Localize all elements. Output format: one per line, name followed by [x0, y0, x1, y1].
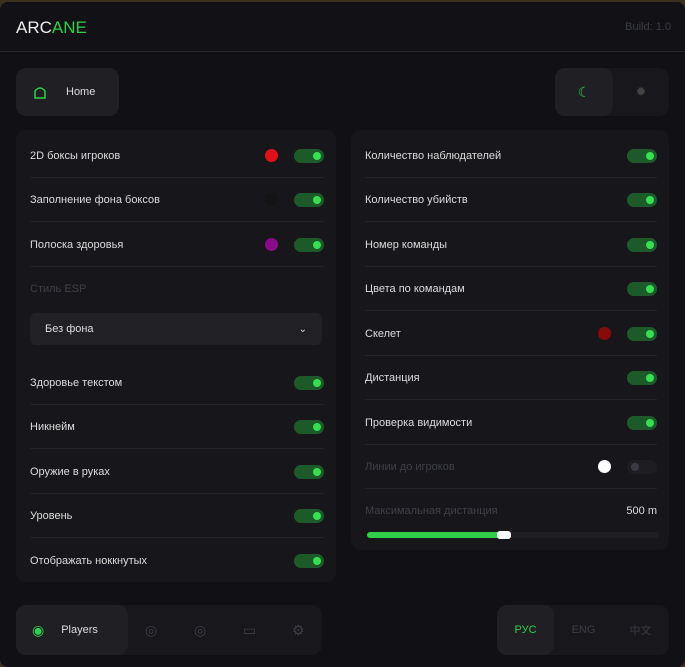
color-picker[interactable]: [265, 149, 278, 162]
setting-row: Никнейм: [30, 405, 324, 449]
max-distance-label: Максимальная дистанция: [365, 505, 498, 517]
setting-row: Линии до игроков: [365, 445, 657, 489]
setting-row: Количество наблюдателей: [365, 134, 657, 178]
setting-row: Количество убийств: [365, 178, 657, 222]
toggle[interactable]: [627, 237, 657, 252]
setting-label: Уровень: [30, 509, 73, 522]
build-version: Build: 1.0: [625, 21, 671, 33]
right-settings-panel: Количество наблюдателей Количество убийс…: [351, 130, 669, 550]
players-tab[interactable]: ◉ Players: [16, 605, 128, 655]
toggle[interactable]: [294, 192, 324, 207]
gear-icon[interactable]: ⚙: [292, 622, 305, 638]
target-eye-icon: ◉: [32, 621, 45, 638]
esp-style-label: Стиль ESP: [30, 283, 87, 295]
lang-zh[interactable]: 中文: [629, 625, 652, 637]
lang-rus[interactable]: РУС: [497, 605, 554, 655]
left-settings-panel: 2D боксы игроков Заполнение фона боксов …: [16, 130, 336, 582]
setting-row: Здоровье текстом: [30, 361, 324, 405]
setting-label: Скелет: [365, 327, 401, 340]
setting-label: Дистанция: [365, 371, 420, 384]
setting-label: Номер команды: [365, 238, 448, 251]
setting-row: 2D боксы игроков: [30, 134, 324, 178]
esp-style-dropdown[interactable]: Без фона ⌄: [30, 313, 322, 345]
setting-row: Цвета по командам: [365, 267, 657, 311]
max-distance-row: Максимальная дистанция 500 m: [365, 489, 657, 533]
toggle[interactable]: [627, 192, 657, 207]
chevron-down-icon: ⌄: [298, 323, 307, 335]
home-icon: [34, 86, 46, 99]
toggle[interactable]: [627, 415, 657, 430]
logo-text-a: ARC: [16, 18, 52, 37]
toggle[interactable]: [294, 508, 324, 523]
logo-text-b: ANE: [51, 18, 87, 37]
setting-label: Линии до игроков: [365, 460, 455, 473]
sun-icon: ✹: [635, 84, 647, 99]
bottom-nav: ◉ Players ◎ ◎ ▭ ⚙: [16, 605, 322, 655]
slider-handle[interactable]: [497, 531, 512, 539]
setting-row: Оружие в руках: [30, 450, 324, 494]
setting-label: Количество наблюдателей: [365, 149, 502, 162]
setting-row: Скелет: [365, 312, 657, 356]
color-picker[interactable]: [598, 460, 611, 473]
setting-label: Оружие в руках: [30, 465, 110, 478]
radar-tab-icon[interactable]: ◎: [194, 622, 207, 638]
setting-row: Уровень: [30, 494, 324, 538]
setting-label: 2D боксы игроков: [30, 149, 121, 162]
setting-label: Отображать ноккнутых: [30, 555, 148, 567]
setting-label: Цвета по командам: [365, 282, 465, 295]
slider-fill: [367, 532, 505, 538]
toggle[interactable]: [294, 464, 324, 479]
setting-row: Отображать ноккнутых: [30, 539, 324, 583]
toggle[interactable]: [294, 554, 324, 568]
setting-label: Количество убийств: [365, 193, 468, 206]
toggle[interactable]: [627, 148, 657, 163]
color-picker[interactable]: [598, 327, 611, 340]
theme-switcher: ☾ ✹: [555, 68, 669, 116]
max-distance-value: 500 m: [626, 505, 657, 517]
visuals-tab-icon[interactable]: ◎: [145, 622, 158, 638]
players-label: Players: [61, 624, 98, 636]
toggle[interactable]: [627, 370, 657, 385]
toggle[interactable]: [294, 375, 324, 390]
toggle[interactable]: [627, 281, 657, 296]
setting-label: Никнейм: [30, 420, 75, 433]
logo: ARCANE: [16, 18, 87, 38]
setting-label: Здоровье текстом: [30, 376, 123, 389]
esp-style-label-row: Стиль ESP: [30, 267, 324, 311]
dropdown-value: Без фона: [45, 323, 94, 335]
header: ARCANE Build: 1.0: [0, 2, 685, 52]
language-switcher: РУС ENG 中文: [497, 605, 669, 655]
toggle[interactable]: [627, 459, 657, 474]
toggle[interactable]: [627, 326, 657, 341]
home-label: Home: [66, 86, 96, 98]
setting-label: Заполнение фона боксов: [30, 193, 160, 206]
light-theme-button[interactable]: ✹: [613, 68, 669, 116]
setting-row: Заполнение фона боксов: [30, 178, 324, 222]
setting-row: Полоска здоровья: [30, 223, 324, 267]
setting-row: Дистанция: [365, 356, 657, 400]
color-picker[interactable]: [265, 238, 278, 251]
setting-label: Полоска здоровья: [30, 238, 124, 251]
dark-theme-button[interactable]: ☾: [555, 68, 613, 116]
home-button[interactable]: Home: [16, 68, 119, 116]
folder-icon[interactable]: ▭: [243, 622, 257, 638]
moon-icon: ☾: [577, 83, 591, 100]
toggle[interactable]: [294, 148, 324, 163]
toggle[interactable]: [294, 237, 324, 252]
toggle[interactable]: [294, 419, 324, 434]
lang-eng[interactable]: ENG: [571, 624, 596, 636]
setting-row: Проверка видимости: [365, 401, 657, 445]
setting-label: Проверка видимости: [365, 416, 473, 429]
color-picker[interactable]: [265, 193, 278, 206]
max-distance-slider[interactable]: [367, 531, 659, 539]
setting-row: Номер команды: [365, 223, 657, 267]
